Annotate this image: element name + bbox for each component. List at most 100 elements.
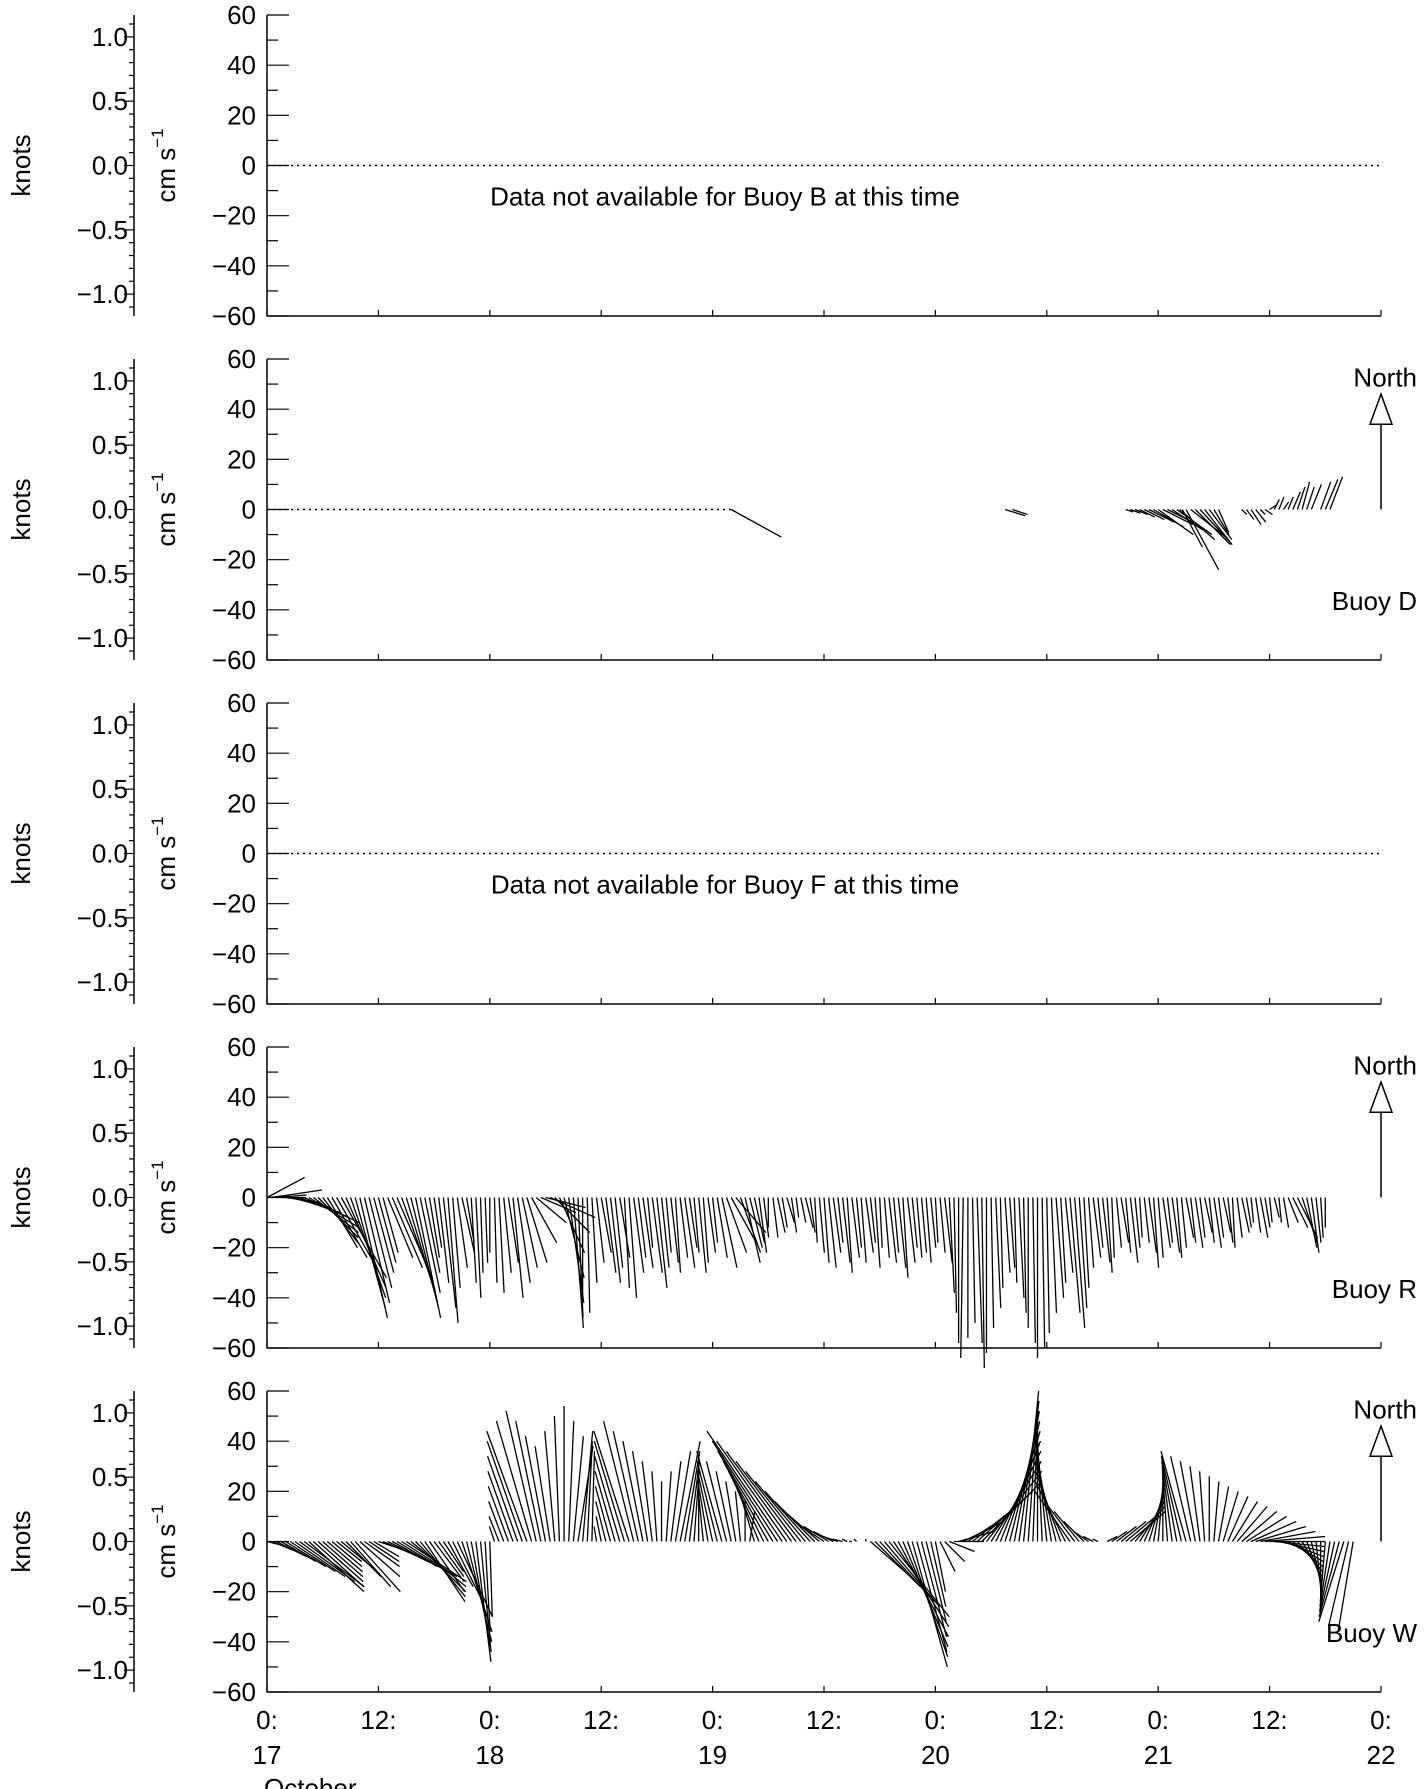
current-stick — [1199, 1197, 1206, 1238]
current-stick — [628, 1197, 638, 1298]
current-stick — [1160, 1451, 1187, 1542]
current-stick — [1004, 1197, 1011, 1273]
cms-tick-label: 20 — [227, 1476, 256, 1506]
current-stick — [772, 1197, 779, 1238]
current-stick — [359, 1541, 401, 1578]
current-stick — [531, 1197, 558, 1243]
current-stick — [1231, 1197, 1236, 1248]
current-stick — [622, 1441, 644, 1542]
current-stick — [641, 1461, 653, 1542]
current-stick — [637, 1197, 647, 1258]
current-stick — [1176, 1197, 1183, 1258]
current-stick — [1179, 1461, 1196, 1542]
current-stick — [479, 1541, 492, 1647]
knots-tick-label: 0.5 — [92, 1462, 128, 1492]
current-stick — [1120, 1520, 1147, 1543]
current-stick — [401, 1540, 458, 1578]
current-stick — [595, 1501, 607, 1542]
current-stick — [419, 1197, 441, 1293]
current-stick — [285, 1540, 327, 1568]
current-stick — [326, 1541, 363, 1573]
current-stick — [822, 1535, 839, 1543]
current-stick — [786, 1197, 796, 1223]
current-stick — [1143, 508, 1165, 521]
cms-tick-label: −20 — [212, 545, 256, 575]
current-stick — [594, 1486, 612, 1542]
current-stick — [803, 1525, 829, 1543]
current-stick — [486, 1456, 519, 1542]
current-stick — [507, 1197, 520, 1263]
current-stick — [498, 1197, 505, 1293]
current-stick — [754, 1480, 806, 1542]
current-stick — [1050, 1197, 1058, 1313]
current-stick — [1194, 509, 1231, 546]
current-stick — [1278, 496, 1285, 510]
current-stick — [1018, 1197, 1025, 1298]
current-stick — [266, 1176, 305, 1199]
north-label: North — [1353, 1051, 1417, 1081]
current-stick — [1203, 1197, 1213, 1233]
panel-buoy-w: 1.0 0.5 0.0 −0.5 −1.0 knots cm s−1 60 40 20 0 −20 −4… — [6, 1376, 1417, 1707]
cms-tick-label: 40 — [227, 50, 256, 80]
current-stick — [725, 1197, 748, 1253]
current-stick — [350, 1541, 392, 1588]
current-stick — [696, 1471, 714, 1542]
current-stick — [999, 1197, 1004, 1288]
current-stick — [722, 1460, 769, 1542]
current-stick — [725, 1450, 793, 1542]
current-stick — [948, 1197, 955, 1293]
current-stick — [595, 1197, 605, 1263]
north-label: North — [1353, 1395, 1417, 1425]
cms-tick-label: 60 — [227, 1376, 256, 1406]
current-stick — [600, 1197, 612, 1253]
current-stick — [452, 1541, 484, 1602]
current-stick — [594, 1456, 621, 1542]
knots-tick-label: 0.0 — [92, 1527, 128, 1557]
current-stick — [521, 1197, 538, 1268]
current-stick — [623, 1197, 631, 1288]
current-stick — [1143, 1197, 1150, 1243]
current-stick — [572, 1197, 585, 1328]
current-stick — [424, 1541, 466, 1603]
cms-axis-label-base: cm s — [151, 836, 181, 891]
current-stick — [1139, 508, 1155, 518]
current-stick — [892, 1197, 900, 1253]
current-stick — [577, 1446, 594, 1542]
current-stick — [674, 1451, 692, 1542]
current-stick — [764, 1490, 811, 1542]
current-stick — [614, 1197, 624, 1268]
current-stick — [853, 1538, 857, 1542]
current-stick — [739, 1197, 762, 1253]
current-stick — [1199, 509, 1231, 543]
current-stick — [1319, 1541, 1326, 1602]
current-stick — [373, 1540, 400, 1558]
x-axis-labels: 0: 17 12: 0: 18 12: 0: 19 12: 0: 20 12: 0: 21 12: 0: 22 O… — [253, 1705, 1396, 1789]
current-stick — [1198, 1471, 1206, 1542]
current-stick — [1138, 1197, 1143, 1238]
cms-tick-label: −40 — [212, 1283, 256, 1313]
current-stick — [697, 1491, 704, 1542]
current-stick — [1337, 1541, 1354, 1632]
current-stick — [308, 1541, 365, 1593]
knots-axis-label: knots — [6, 134, 36, 196]
current-stick — [971, 1197, 976, 1323]
current-stick — [1318, 1541, 1340, 1617]
current-stick — [1116, 1525, 1137, 1543]
knots-tick-label: −1.0 — [77, 623, 128, 653]
current-stick — [1264, 1535, 1326, 1543]
current-stick — [612, 1430, 639, 1542]
current-stick — [368, 1540, 400, 1563]
current-stick — [1273, 499, 1280, 510]
knots-tick-label: 1.0 — [92, 22, 128, 52]
current-stick — [1181, 509, 1203, 548]
current-stick — [1180, 1197, 1188, 1248]
current-stick — [1327, 1541, 1350, 1627]
current-stick — [684, 1197, 696, 1268]
current-stick — [1217, 1197, 1225, 1238]
current-stick — [1222, 1491, 1239, 1542]
current-stick — [906, 1541, 949, 1658]
current-stick — [674, 1197, 682, 1273]
current-stick — [1169, 1456, 1192, 1542]
current-stick — [359, 1197, 389, 1319]
